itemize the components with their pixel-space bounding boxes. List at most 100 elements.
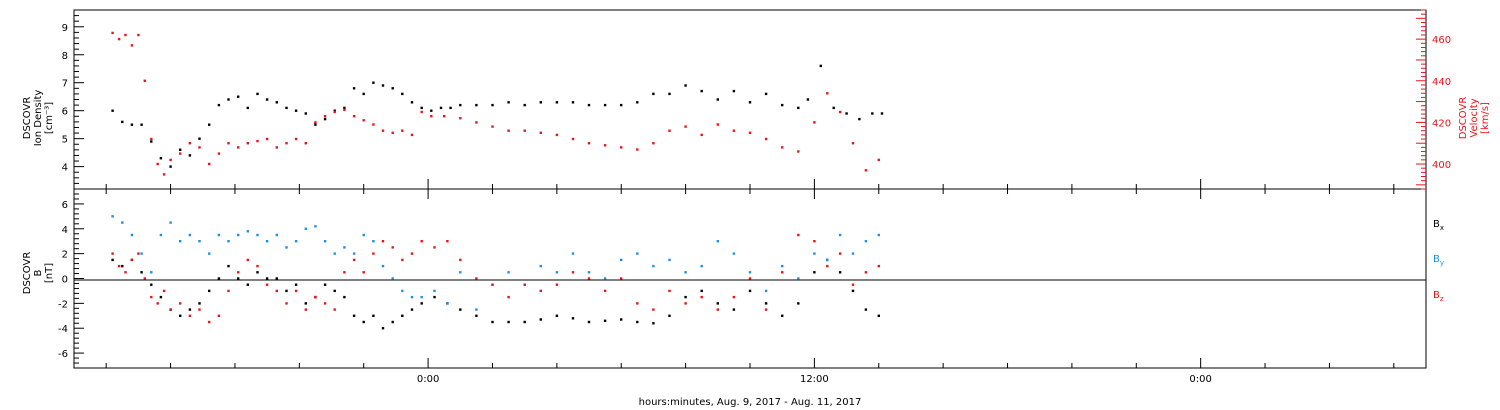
bz-point [381, 240, 385, 243]
series-bz [111, 233, 880, 324]
velocity-point [838, 110, 842, 114]
bx-point [636, 320, 639, 324]
bz-point [838, 252, 842, 255]
by-point [179, 240, 182, 243]
bz-point [304, 308, 307, 311]
velocity-point [764, 137, 768, 141]
bz-point [571, 271, 575, 274]
velocity-point [117, 37, 121, 41]
density-point [410, 101, 414, 104]
bz-point [813, 240, 816, 243]
velocity-point [443, 115, 446, 118]
density-point [169, 165, 172, 168]
velocity-point [684, 125, 687, 128]
bz-point [372, 252, 375, 255]
bx-point [140, 271, 143, 274]
velocity-point [475, 121, 478, 124]
top-left-ylabel: DSCOVR Ion Density [cm⁻³] [22, 90, 55, 147]
bz-point [523, 283, 526, 286]
density-point [636, 101, 639, 104]
velocity-point [124, 33, 127, 37]
by-point [265, 240, 269, 243]
bz-point [620, 277, 623, 280]
bz-point [764, 308, 768, 311]
bx-point [668, 314, 671, 317]
density-tick-label: 6 [62, 107, 68, 118]
velocity-point [797, 150, 800, 153]
bz-point [446, 240, 449, 243]
density-point [491, 103, 494, 107]
by-point [314, 225, 317, 228]
bz-point [507, 295, 510, 299]
bz-point [124, 271, 127, 274]
density-point [237, 95, 240, 98]
velocity-point [523, 129, 526, 132]
bx-point [304, 302, 307, 305]
by-point [571, 252, 575, 255]
bx-point [265, 277, 269, 280]
velocity-point [748, 131, 752, 134]
bx-point [571, 317, 575, 320]
velocity-tick-label: 440 [1432, 77, 1451, 88]
density-point [420, 106, 423, 110]
by-point [169, 221, 172, 224]
velocity-point [571, 137, 575, 141]
density-point [208, 123, 211, 126]
velocity-point [877, 158, 880, 162]
bottom-left-ylabel: DSCOVR B [nT] [22, 252, 55, 295]
by-point [764, 289, 768, 293]
top-left-ylabel-line2: Ion Density [33, 90, 44, 147]
bx-point [381, 327, 385, 330]
bx-point [864, 308, 868, 311]
bz-point [169, 308, 172, 311]
velocity-tick-label: 420 [1432, 118, 1451, 129]
density-point [603, 103, 607, 107]
bx-point [748, 289, 752, 293]
density-point [668, 92, 671, 96]
velocity-point [587, 142, 591, 145]
top-right-ylabel: DSCOVR Velocity [km/s] [1458, 97, 1491, 140]
density-point [507, 101, 510, 104]
by-point [838, 233, 842, 237]
by-point [294, 240, 298, 243]
density-point [880, 112, 884, 115]
by-point [285, 246, 288, 249]
bz-point [275, 289, 278, 293]
by-point [208, 252, 211, 255]
bx-point [256, 271, 259, 274]
bz-point [323, 302, 327, 305]
bx-point [333, 289, 336, 293]
bx-point [700, 289, 703, 293]
velocity-point [420, 110, 423, 114]
density-point [362, 92, 365, 96]
bottom-left-ylabel-line3: [nT] [44, 263, 55, 283]
bx-point [372, 314, 375, 317]
bz-point [491, 283, 494, 286]
density-tick-label: 8 [62, 51, 68, 62]
bz-point [433, 246, 436, 249]
bz-point [391, 246, 394, 249]
density-point [121, 120, 124, 124]
bx-point [539, 318, 542, 321]
density-point [748, 101, 752, 104]
bz-point [877, 264, 880, 268]
top-right-ylabel-line1: DSCOVR [1458, 97, 1469, 140]
bz-point [162, 289, 166, 293]
density-point [179, 148, 182, 151]
bx-point [294, 283, 298, 286]
density-point [401, 92, 404, 96]
bx-point [507, 320, 510, 324]
density-tick-label: 5 [62, 135, 68, 146]
velocity-point [401, 129, 404, 132]
bx-point [652, 322, 655, 325]
by-point [420, 295, 423, 299]
velocity-point [864, 169, 868, 172]
b-tick-label: -6 [58, 349, 68, 360]
density-point [587, 103, 591, 107]
by-point [877, 233, 880, 237]
by-point [362, 233, 365, 237]
density-point [555, 101, 559, 104]
density-point [475, 103, 478, 107]
velocity-point [294, 137, 298, 141]
bz-point [539, 289, 542, 293]
